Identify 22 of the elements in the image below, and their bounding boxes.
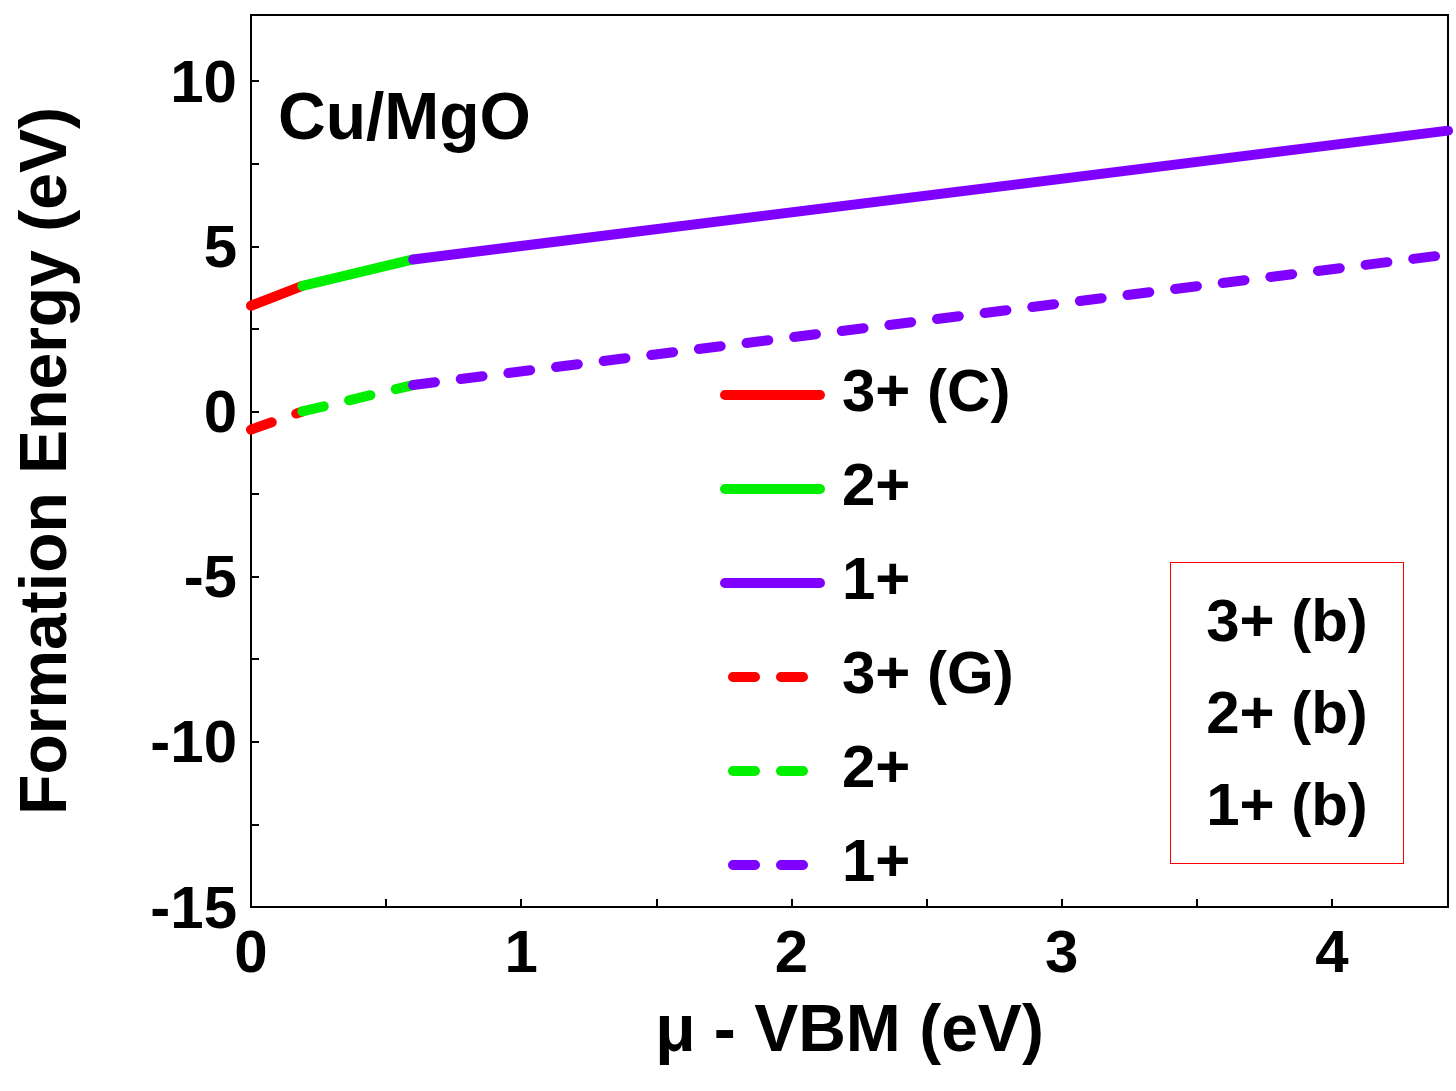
- y-tick-label: -10: [150, 708, 237, 776]
- legend-label: 1+: [842, 826, 911, 894]
- legend-label: 3+ (C): [842, 356, 1011, 424]
- x-tick-label: 2: [774, 917, 809, 985]
- x-axis-title: μ - VBM (eV): [655, 991, 1044, 1065]
- annotation: Cu/MgO: [278, 78, 531, 154]
- legend-label: 2+: [842, 732, 911, 800]
- x-tick-label: 3: [1044, 917, 1079, 985]
- x-tick-label: 4: [1315, 917, 1350, 985]
- annotation: 2+ (b): [1206, 678, 1368, 748]
- annotation: 1+ (b): [1206, 770, 1368, 840]
- x-tick-label: 1: [504, 917, 538, 985]
- legend-label: 1+: [842, 544, 911, 612]
- y-tick-label: 5: [203, 212, 237, 280]
- y-axis-title: Formation Energy (eV): [6, 107, 80, 815]
- legend-label: 3+ (G): [842, 638, 1014, 706]
- y-tick-label: -5: [183, 543, 237, 611]
- legend-label: 2+: [842, 450, 911, 518]
- y-tick-label: 0: [203, 377, 237, 445]
- annotation: 3+ (b): [1206, 586, 1368, 656]
- y-tick-label: 10: [170, 47, 237, 115]
- y-tick-label: -15: [150, 873, 237, 941]
